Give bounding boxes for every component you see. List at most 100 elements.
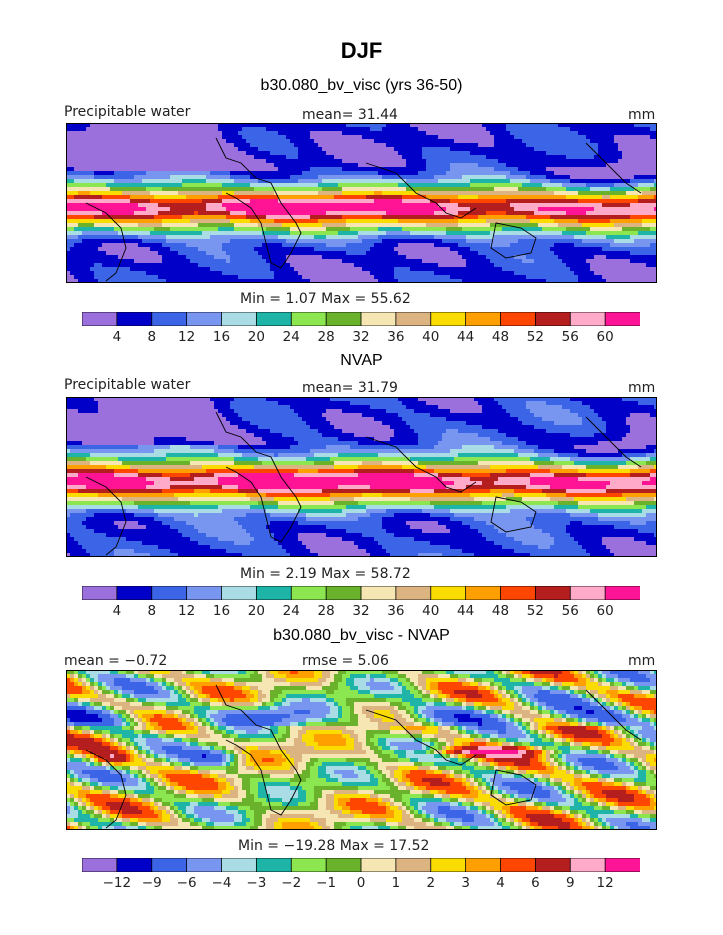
colorbar-tick-label: 60 <box>596 603 614 619</box>
colorbar-tick-label: −6 <box>176 875 197 891</box>
panel-3-colorbar <box>82 858 640 872</box>
colorbar-swatch <box>221 586 258 600</box>
colorbar-tick-label: 2 <box>426 875 436 891</box>
panel-1-center-label: mean= 31.44 <box>302 107 398 123</box>
colorbar-tick-label: 4 <box>112 329 122 345</box>
panel-2-units: mm <box>628 380 656 396</box>
coastline <box>85 749 127 829</box>
field-cells <box>66 397 657 557</box>
panel-2-title: NVAP <box>340 352 383 369</box>
colorbar-swatch <box>325 586 362 600</box>
colorbar-swatch <box>221 858 258 872</box>
colorbar-tick-label: 12 <box>178 329 196 345</box>
panel-1-map <box>66 123 657 283</box>
coastline <box>85 202 127 282</box>
panel-1-units: mm <box>628 107 656 123</box>
panel-2-map <box>66 397 657 557</box>
colorbar-tick-label: 16 <box>212 329 231 345</box>
colorbar-tick-label: 52 <box>526 329 544 345</box>
panel-2-left-label: Precipitable water <box>64 377 191 393</box>
colorbar-swatch <box>221 312 258 326</box>
panel-2-colorbar <box>82 586 640 600</box>
field-cells <box>66 670 657 830</box>
coastline <box>215 137 302 269</box>
colorbar-swatch <box>151 586 188 600</box>
colorbar-swatch <box>465 312 502 326</box>
colorbar-tick-label: 28 <box>317 329 335 345</box>
colorbar-tick-label: 0 <box>356 875 366 891</box>
panel-2-center-label: mean= 31.79 <box>302 380 398 396</box>
colorbar-tick-label: 3 <box>461 875 470 891</box>
colorbar-tick-label: 8 <box>147 329 157 345</box>
colorbar-swatch <box>534 586 572 600</box>
colorbar-swatch <box>255 586 293 600</box>
colorbar-tick-label: 52 <box>526 603 544 619</box>
colorbar-tick-label: 36 <box>387 329 405 345</box>
colorbar-tick-label: 48 <box>491 329 510 345</box>
colorbar-tick-label: 8 <box>147 603 157 619</box>
colorbar-tick-label: 1 <box>391 875 401 891</box>
colorbar-tick-label: 40 <box>422 603 440 619</box>
colorbar-swatch <box>325 312 362 326</box>
page-title: DJF <box>340 38 383 63</box>
colorbar-swatch <box>500 858 537 872</box>
colorbar-swatch <box>151 858 188 872</box>
colorbar-tick-label: 12 <box>596 875 614 891</box>
panel-1-colorbar <box>82 312 640 326</box>
colorbar-tick-label: 44 <box>457 329 475 345</box>
colorbar-tick-label: 4 <box>112 603 122 619</box>
panel-3-title: b30.080_bv_visc - NVAP <box>273 627 450 644</box>
colorbar-swatch <box>360 312 397 326</box>
colorbar-tick-label: 60 <box>596 329 614 345</box>
colorbar-tick-label: −3 <box>246 875 267 891</box>
colorbar-swatch <box>430 858 467 872</box>
colorbar-swatch <box>500 312 537 326</box>
colorbar-tick-label: −4 <box>211 875 232 891</box>
coastline <box>585 142 642 194</box>
colorbar-swatch <box>360 858 397 872</box>
colorbar-tick-label: 16 <box>212 603 231 619</box>
colorbar-swatch <box>395 312 432 326</box>
panel-3-units: mm <box>628 653 656 669</box>
map-frame <box>66 397 657 557</box>
colorbar-swatch <box>255 312 293 326</box>
colorbar-tick-label: 56 <box>561 603 579 619</box>
colorbar-swatch <box>116 312 153 326</box>
colorbar-swatch <box>290 312 327 326</box>
coastline <box>85 476 127 556</box>
colorbar-tick-label: 24 <box>282 603 300 619</box>
panel-1-title: b30.080_bv_visc (yrs 36-50) <box>260 77 463 94</box>
colorbar-tick-label: 32 <box>352 329 370 345</box>
colorbar-swatch <box>151 312 188 326</box>
coastline <box>490 769 537 806</box>
panel-3-stats: Min = −19.28 Max = 17.52 <box>238 838 430 854</box>
colorbar-swatch <box>360 586 397 600</box>
colorbar-swatch <box>186 586 223 600</box>
coastline <box>585 416 642 468</box>
colorbar-tick-label: 6 <box>531 875 540 891</box>
colorbar-tick-label: 44 <box>457 603 475 619</box>
colorbar-swatch <box>82 858 118 872</box>
panel-2-stats: Min = 2.19 Max = 58.72 <box>240 566 411 582</box>
colorbar-tick-label: 56 <box>561 329 579 345</box>
colorbar-swatch <box>290 586 327 600</box>
colorbar-swatch <box>116 586 153 600</box>
colorbar-tick-label: −12 <box>102 875 132 891</box>
panel-3-left-label: mean = −0.72 <box>64 653 168 669</box>
colorbar-tick-label: −2 <box>281 875 302 891</box>
colorbar-tick-label: −9 <box>141 875 162 891</box>
colorbar-swatch <box>534 858 572 872</box>
colorbar-swatch <box>465 586 502 600</box>
colorbar-tick-label: −1 <box>316 875 337 891</box>
colorbar-swatch <box>82 312 118 326</box>
colorbar-tick-label: 20 <box>247 329 265 345</box>
colorbar-tick-label: 20 <box>247 603 265 619</box>
map-frame <box>66 123 657 283</box>
coastline <box>215 684 302 816</box>
colorbar-swatch <box>186 858 223 872</box>
panel-1-left-label: Precipitable water <box>64 104 191 120</box>
colorbar-swatch <box>430 586 467 600</box>
colorbar-swatch <box>569 312 606 326</box>
colorbar-swatch <box>604 312 640 326</box>
field-cells <box>66 123 657 283</box>
